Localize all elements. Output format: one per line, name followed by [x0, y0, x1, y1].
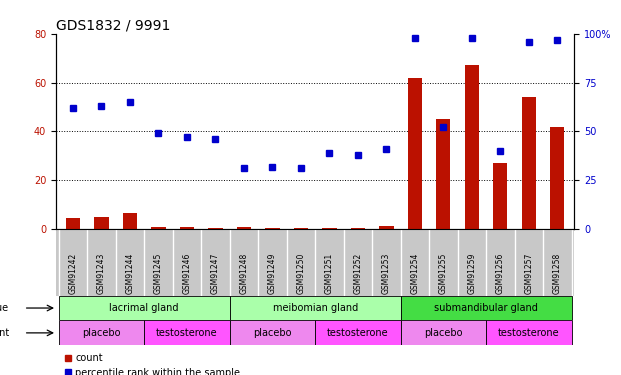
Text: GSM91253: GSM91253 [382, 253, 391, 294]
Text: GSM91249: GSM91249 [268, 253, 277, 294]
Text: meibomian gland: meibomian gland [273, 303, 358, 313]
Text: submandibular gland: submandibular gland [434, 303, 538, 313]
Bar [144, 321, 230, 345]
Bar [123, 213, 137, 229]
Bar [230, 321, 315, 345]
Bar [401, 321, 486, 345]
Text: GSM91257: GSM91257 [524, 253, 533, 294]
Bar [465, 66, 479, 229]
Bar [66, 218, 80, 229]
Bar [486, 321, 571, 345]
Text: GSM91250: GSM91250 [296, 253, 306, 294]
Bar [322, 228, 337, 229]
Bar [265, 228, 279, 229]
Bar [59, 296, 230, 321]
Text: testosterone: testosterone [156, 328, 218, 338]
Text: placebo: placebo [82, 328, 120, 338]
Bar [59, 321, 144, 345]
Text: testosterone: testosterone [498, 328, 560, 338]
Bar [408, 78, 422, 229]
Text: GSM91252: GSM91252 [353, 253, 363, 294]
Text: GSM91255: GSM91255 [439, 253, 448, 294]
Bar [237, 227, 251, 229]
Text: GDS1832 / 9991: GDS1832 / 9991 [56, 19, 170, 33]
Text: GSM91258: GSM91258 [553, 253, 562, 294]
Text: testosterone: testosterone [327, 328, 389, 338]
Bar [493, 163, 507, 229]
Bar [436, 119, 450, 229]
Text: GSM91245: GSM91245 [154, 253, 163, 294]
Text: GSM91246: GSM91246 [183, 253, 191, 294]
Text: placebo: placebo [424, 328, 463, 338]
Text: GSM91256: GSM91256 [496, 253, 505, 294]
Bar [401, 296, 571, 321]
Legend: count, percentile rank within the sample: count, percentile rank within the sample [61, 349, 244, 375]
Text: tissue: tissue [0, 303, 9, 313]
Text: GSM91244: GSM91244 [125, 253, 135, 294]
Text: lacrimal gland: lacrimal gland [109, 303, 179, 313]
Bar [351, 228, 365, 229]
Text: placebo: placebo [253, 328, 292, 338]
Bar [152, 227, 166, 229]
Text: agent: agent [0, 328, 9, 338]
Bar [180, 227, 194, 229]
Bar [94, 217, 109, 229]
Text: GSM91242: GSM91242 [68, 253, 78, 294]
Bar [550, 126, 564, 229]
Bar [379, 226, 394, 229]
Bar [522, 97, 536, 229]
Bar [230, 296, 401, 321]
Text: GSM91243: GSM91243 [97, 253, 106, 294]
Text: GSM91254: GSM91254 [410, 253, 419, 294]
Text: GSM91247: GSM91247 [211, 253, 220, 294]
Bar [294, 228, 308, 229]
Text: GSM91259: GSM91259 [468, 253, 476, 294]
Bar [208, 228, 222, 229]
Text: GSM91248: GSM91248 [240, 253, 248, 294]
Bar [315, 321, 401, 345]
Text: GSM91251: GSM91251 [325, 253, 334, 294]
